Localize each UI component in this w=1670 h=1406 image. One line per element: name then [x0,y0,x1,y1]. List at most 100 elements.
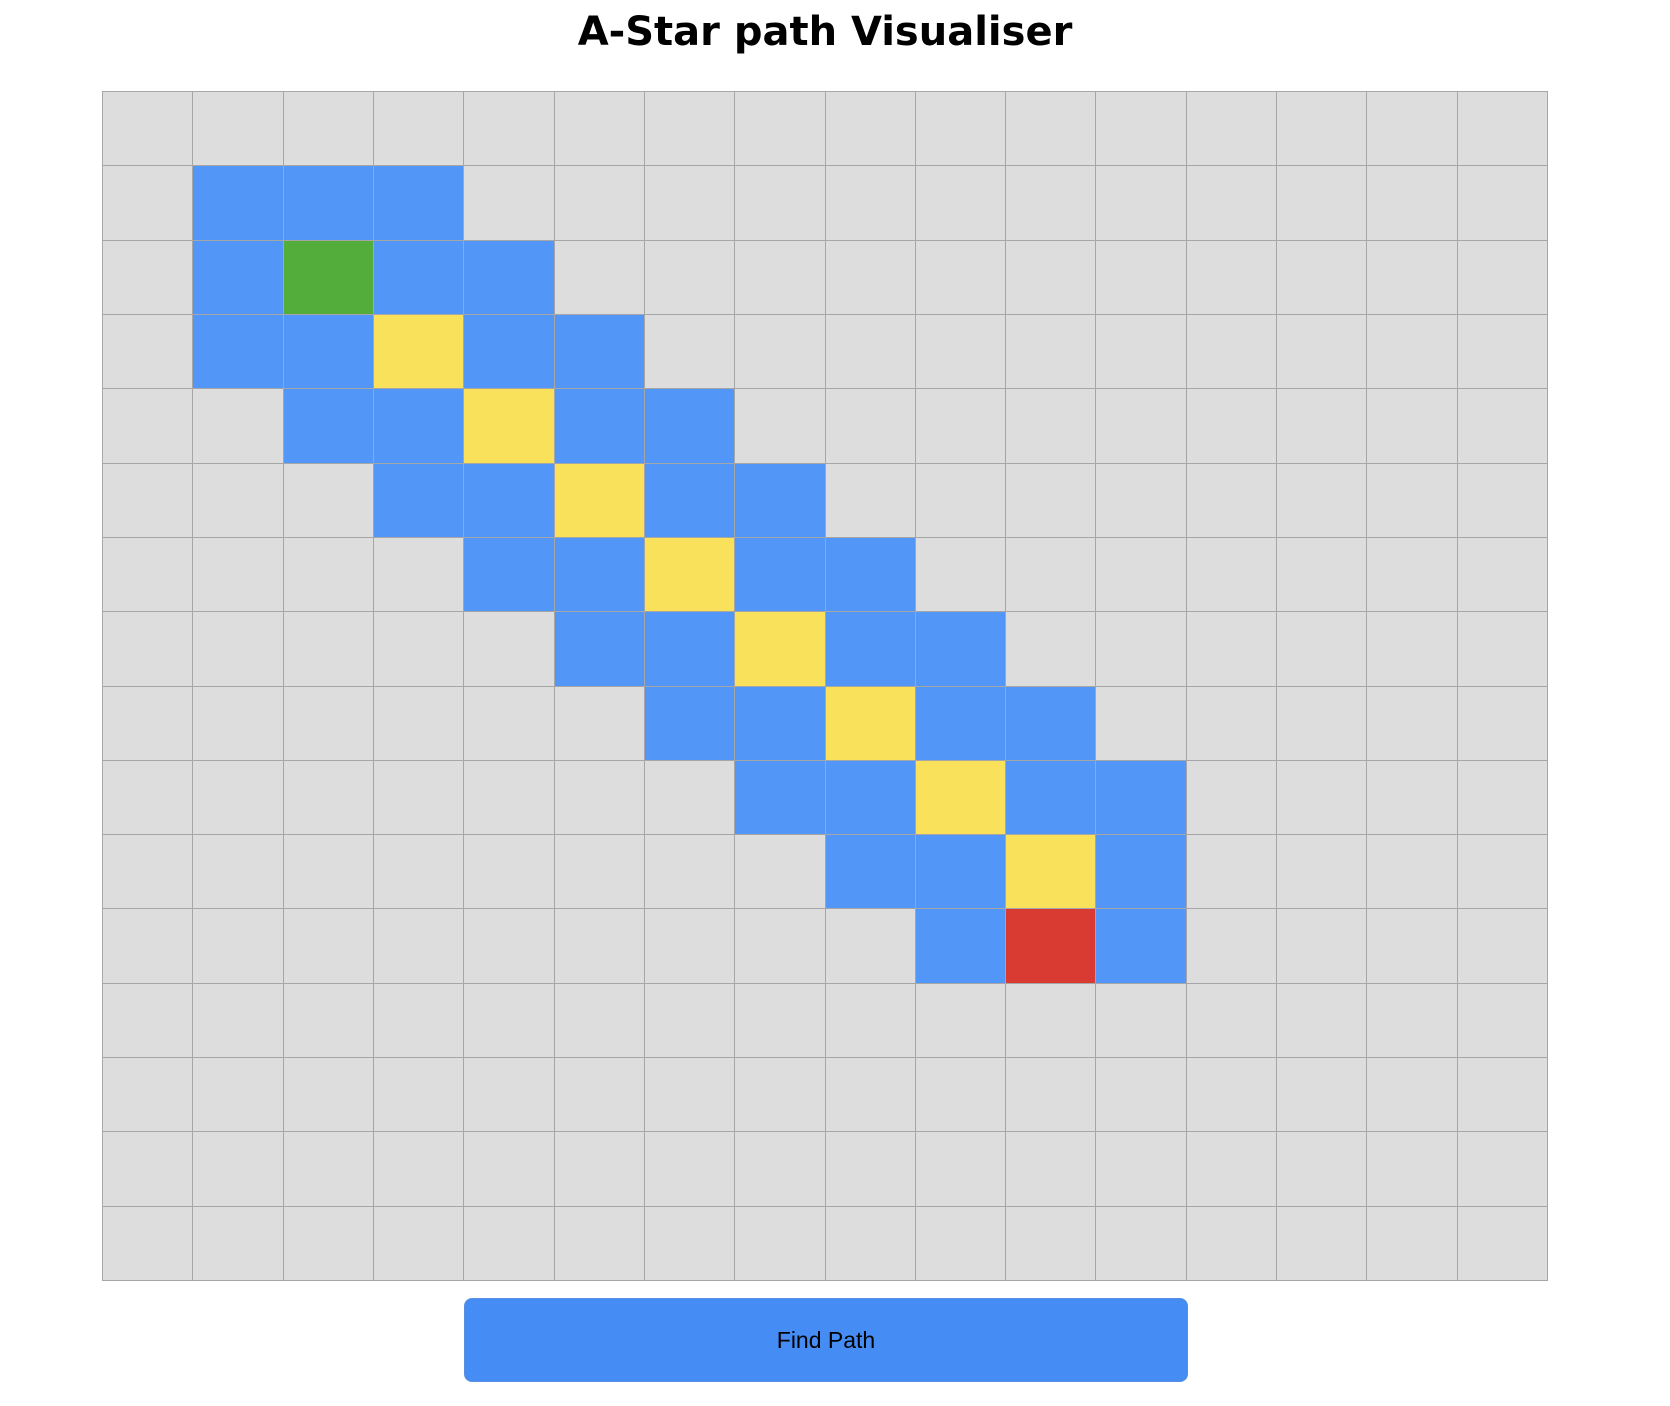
grid-cell-empty[interactable] [735,314,826,390]
grid-cell-empty[interactable] [193,537,284,613]
grid-cell-empty[interactable] [825,1206,916,1281]
grid-cell-start[interactable] [283,240,374,315]
grid-cell-empty[interactable] [1186,389,1278,464]
grid-cell-empty[interactable] [193,686,284,761]
grid-cell-empty[interactable] [1096,983,1187,1059]
grid-cell-path[interactable] [1006,835,1097,910]
grid-cell-empty[interactable] [644,835,736,910]
grid-cell-explored[interactable] [554,389,645,464]
grid-cell-empty[interactable] [1367,240,1458,315]
grid-cell-empty[interactable] [1457,983,1548,1059]
grid-cell-explored[interactable] [735,760,826,836]
grid-cell-explored[interactable] [915,909,1007,984]
grid-cell-empty[interactable] [103,983,194,1059]
grid-cell-empty[interactable] [193,983,284,1059]
grid-cell-empty[interactable] [644,909,736,984]
grid-cell-empty[interactable] [1186,686,1278,761]
grid-cell-explored[interactable] [554,314,645,390]
grid-cell-empty[interactable] [464,760,555,836]
grid-cell-empty[interactable] [644,1132,736,1207]
grid-cell-empty[interactable] [554,92,645,167]
grid-cell-empty[interactable] [1096,314,1187,390]
grid-cell-empty[interactable] [1006,166,1097,241]
grid-cell-explored[interactable] [193,314,284,390]
grid-cell-end[interactable] [1006,909,1097,984]
grid-cell-empty[interactable] [283,1206,374,1281]
grid-cell-empty[interactable] [915,166,1007,241]
grid-cell-empty[interactable] [1457,537,1548,613]
grid-cell-empty[interactable] [103,92,194,167]
grid-cell-empty[interactable] [1006,240,1097,315]
grid-cell-empty[interactable] [644,314,736,390]
grid-cell-empty[interactable] [1457,389,1548,464]
grid-cell-empty[interactable] [735,909,826,984]
grid-cell-empty[interactable] [373,835,465,910]
grid-cell-empty[interactable] [1006,612,1097,687]
grid-cell-empty[interactable] [1367,686,1458,761]
grid-cell-path[interactable] [825,686,916,761]
grid-cell-empty[interactable] [915,389,1007,464]
grid-cell-explored[interactable] [1096,760,1187,836]
grid-cell-empty[interactable] [464,835,555,910]
grid-cell-empty[interactable] [1006,1058,1097,1133]
grid-cell-path[interactable] [373,314,465,390]
grid-cell-empty[interactable] [644,760,736,836]
grid-cell-explored[interactable] [1096,909,1187,984]
grid-cell-explored[interactable] [283,314,374,390]
grid-cell-explored[interactable] [915,835,1007,910]
grid-cell-empty[interactable] [1096,166,1187,241]
grid-cell-empty[interactable] [1186,537,1278,613]
grid-cell-explored[interactable] [735,686,826,761]
grid-cell-empty[interactable] [1367,612,1458,687]
grid-cell-empty[interactable] [1006,1206,1097,1281]
grid-cell-empty[interactable] [1277,463,1368,538]
grid-cell-empty[interactable] [1277,835,1368,910]
grid-cell-empty[interactable] [1367,166,1458,241]
grid-cell-empty[interactable] [1277,314,1368,390]
grid-cell-empty[interactable] [1277,612,1368,687]
grid-cell-explored[interactable] [554,537,645,613]
grid-cell-empty[interactable] [1367,983,1458,1059]
grid-cell-empty[interactable] [193,463,284,538]
grid-cell-empty[interactable] [373,686,465,761]
grid-cell-empty[interactable] [464,1206,555,1281]
grid-cell-empty[interactable] [103,1132,194,1207]
grid-cell-empty[interactable] [1186,240,1278,315]
grid-cell-empty[interactable] [283,1058,374,1133]
grid-cell-explored[interactable] [373,240,465,315]
grid-cell-explored[interactable] [193,240,284,315]
grid-cell-explored[interactable] [825,612,916,687]
grid-cell-empty[interactable] [1277,1132,1368,1207]
grid-cell-empty[interactable] [1457,1206,1548,1281]
grid-cell-explored[interactable] [373,463,465,538]
grid-cell-empty[interactable] [1186,1132,1278,1207]
grid-cell-empty[interactable] [644,1058,736,1133]
grid-cell-explored[interactable] [283,389,374,464]
grid-cell-empty[interactable] [1367,909,1458,984]
grid-cell-empty[interactable] [1186,1206,1278,1281]
grid-cell-empty[interactable] [1096,240,1187,315]
grid-cell-empty[interactable] [464,909,555,984]
grid-cell-explored[interactable] [464,314,555,390]
grid-cell-empty[interactable] [464,612,555,687]
grid-cell-empty[interactable] [1096,686,1187,761]
grid-cell-empty[interactable] [1367,1132,1458,1207]
grid-cell-empty[interactable] [283,909,374,984]
grid-cell-empty[interactable] [1006,92,1097,167]
grid-cell-empty[interactable] [103,1058,194,1133]
grid-cell-empty[interactable] [283,760,374,836]
grid-cell-empty[interactable] [373,92,465,167]
grid-cell-empty[interactable] [915,983,1007,1059]
grid-cell-empty[interactable] [283,1132,374,1207]
grid-cell-empty[interactable] [554,1206,645,1281]
find-path-button[interactable]: Find Path [464,1298,1188,1382]
grid-cell-explored[interactable] [644,612,736,687]
grid-cell-empty[interactable] [825,1058,916,1133]
grid-cell-empty[interactable] [915,537,1007,613]
grid-cell-path[interactable] [735,612,826,687]
grid-cell-empty[interactable] [283,835,374,910]
grid-cell-empty[interactable] [735,983,826,1059]
grid-cell-empty[interactable] [644,1206,736,1281]
grid-cell-empty[interactable] [1457,166,1548,241]
grid-cell-empty[interactable] [825,909,916,984]
